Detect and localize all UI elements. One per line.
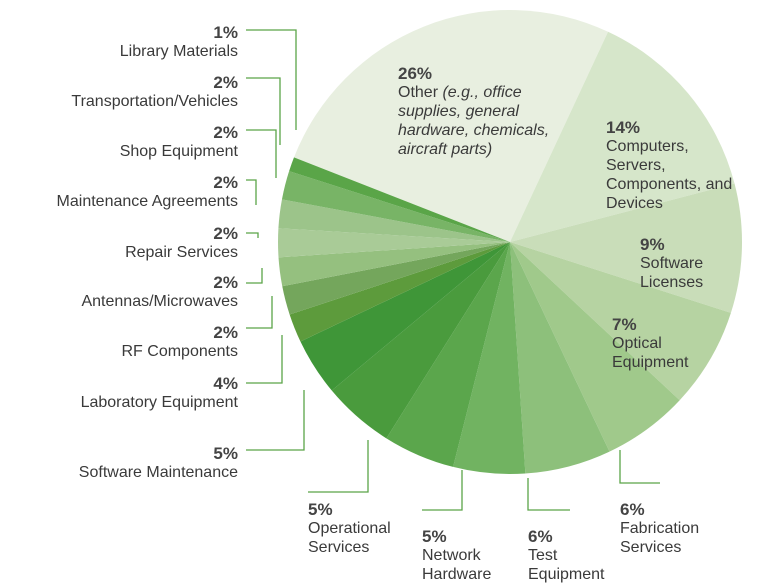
percent-label: 2% xyxy=(213,273,238,292)
percent-label: 6% xyxy=(528,527,553,546)
slice-label: 6% Test Equipment xyxy=(528,527,613,584)
category-label: Other (e.g., office supplies, general ha… xyxy=(398,84,550,158)
category-label: Library Materials xyxy=(119,43,238,60)
slice xyxy=(289,157,510,242)
percent-label: 2% xyxy=(213,73,238,92)
slice xyxy=(300,242,510,391)
slice xyxy=(510,183,742,313)
slice xyxy=(278,228,510,258)
slice xyxy=(510,242,680,452)
leader-line xyxy=(422,470,463,511)
slice-label: 14% Computers, Servers, Components, and D… xyxy=(606,118,734,213)
category-label: Computers, Servers, Components, and Devi… xyxy=(606,138,733,212)
category-label: Software Maintenance xyxy=(78,464,238,481)
percent-label: 6% xyxy=(620,500,645,519)
slice-label: 9% Software Licenses xyxy=(640,235,735,292)
category-label: Maintenance Agreements xyxy=(56,193,238,210)
slice-label: 2% Maintenance Agreements xyxy=(57,173,238,211)
slice xyxy=(282,242,510,315)
percent-label: 5% xyxy=(213,444,238,463)
slice xyxy=(510,31,735,243)
category-label: Transportation/Vehicles xyxy=(71,93,238,110)
leader-line xyxy=(246,268,263,284)
percent-label: 5% xyxy=(422,527,447,546)
slice xyxy=(510,242,610,474)
slice xyxy=(510,242,731,401)
category-label: RF Components xyxy=(121,343,239,360)
leader-line xyxy=(246,232,259,238)
category-label: Fabrication Services xyxy=(620,520,700,556)
leader-line xyxy=(246,335,283,384)
slice-label: 2% Shop Equipment xyxy=(120,123,238,161)
slice xyxy=(453,242,526,474)
leader-line xyxy=(246,77,281,145)
slice xyxy=(293,10,609,242)
slice-label: 7% Optical Equipment xyxy=(612,315,712,372)
slice-label: 5% Operational Services xyxy=(308,500,413,557)
slice-label: 1% Library Materials xyxy=(120,23,238,61)
slice xyxy=(281,171,510,242)
percent-label: 1% xyxy=(213,23,238,42)
percent-label: 9% xyxy=(640,235,665,254)
slice-label: 4% Laboratory Equipment xyxy=(81,374,238,412)
category-label: Repair Services xyxy=(125,244,238,261)
slice-label: 26% Other (e.g., office supplies, general… xyxy=(398,64,568,159)
percent-label: 2% xyxy=(213,123,238,142)
leader-line xyxy=(527,478,570,511)
leader-line xyxy=(246,296,273,329)
slice xyxy=(331,242,510,439)
leader-line xyxy=(246,129,277,178)
slice-label: 5% Software Maintenance xyxy=(79,444,238,482)
category-label: Operational Services xyxy=(308,520,391,556)
percent-label: 14% xyxy=(606,118,641,137)
percent-label: 2% xyxy=(213,224,238,243)
slice-label: 2% Antennas/Microwaves xyxy=(81,273,238,311)
leader-line xyxy=(246,179,257,205)
percent-label: 5% xyxy=(308,500,333,519)
category-label: Optical Equipment xyxy=(612,335,689,371)
percent-label: 4% xyxy=(213,374,238,393)
percent-label: 7% xyxy=(612,315,637,334)
slice-label: 6% Fabrication Services xyxy=(620,500,720,557)
category-label: Antennas/Microwaves xyxy=(81,293,238,310)
category-label: Test Equipment xyxy=(528,547,605,583)
percent-label: 2% xyxy=(213,323,238,342)
percent-label: 2% xyxy=(213,173,238,192)
leader-line xyxy=(308,440,369,493)
leader-line xyxy=(246,390,305,451)
category-label: Network Hardware xyxy=(422,547,492,583)
slice xyxy=(278,242,510,287)
slice-label: 2% Transportation/Vehicles xyxy=(71,73,238,111)
slice-label: 5% Network Hardware xyxy=(422,527,507,584)
leader-line xyxy=(246,29,297,130)
percent-label: 26% xyxy=(398,64,433,83)
category-label: Shop Equipment xyxy=(119,143,238,160)
category-label: Software Licenses xyxy=(640,255,704,291)
slice xyxy=(386,242,510,467)
slice-label: 2% Repair Services xyxy=(125,224,238,262)
slice xyxy=(289,242,510,342)
slice xyxy=(278,199,510,242)
leader-line xyxy=(619,450,660,484)
category-label: Laboratory Equipment xyxy=(80,394,238,411)
slice-label: 2% RF Components xyxy=(122,323,239,361)
